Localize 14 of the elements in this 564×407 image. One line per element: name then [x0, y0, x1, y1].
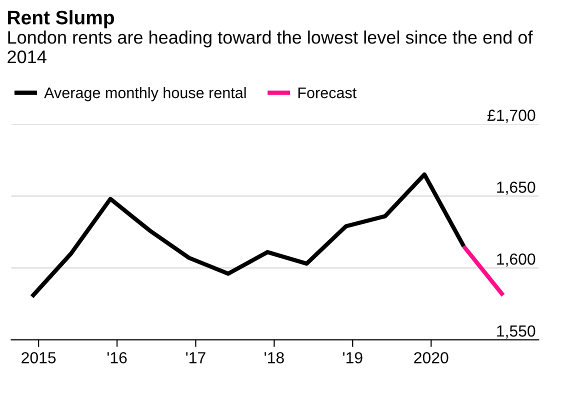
x-tick-label: 2015: [22, 352, 56, 364]
y-tick-label: 1,600: [497, 253, 536, 267]
y-tick-label: £1,700: [487, 110, 536, 123]
legend-label: Average monthly house rental: [44, 87, 246, 102]
chart-subtitle: London rents are heading toward the lowest level since the end of 2014: [8, 30, 533, 64]
x-tick-label: 2020: [414, 352, 448, 364]
y-tick-label: 1,650: [497, 182, 536, 195]
x-tick-label: '19: [343, 352, 362, 364]
legend-label: Forecast: [298, 88, 356, 98]
y-tick-label: 1,550: [497, 325, 536, 339]
x-tick-label: '18: [264, 352, 284, 364]
chart-title: Rent Slump: [8, 10, 114, 28]
x-tick-label: '17: [186, 352, 206, 364]
x-tick-label: '16: [107, 352, 127, 364]
